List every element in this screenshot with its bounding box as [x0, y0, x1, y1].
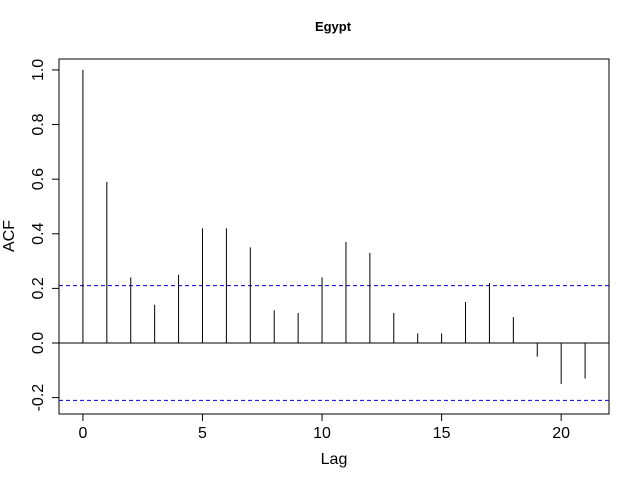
plot-frame	[58, 58, 610, 415]
x-tick-label: 10	[313, 425, 331, 442]
y-tick-label: 0.8	[30, 113, 47, 135]
y-tick-label: 1.0	[30, 59, 47, 81]
x-axis: 0 5 10 15 20	[78, 413, 570, 442]
y-axis: -0.2 0.0 0.2 0.4 0.6 0.8 1.0	[30, 59, 60, 412]
x-tick-label: 5	[198, 425, 207, 442]
y-tick-label: 0.0	[30, 332, 47, 354]
y-axis-label: ACF	[1, 220, 18, 252]
y-tick-label: -0.2	[30, 384, 47, 412]
y-tick-label: 0.6	[30, 168, 47, 190]
y-tick-label: 0.2	[30, 277, 47, 299]
x-tick-label: 0	[78, 425, 87, 442]
x-tick-label: 20	[552, 425, 570, 442]
y-tick-label: 0.4	[30, 223, 47, 245]
x-axis-label: Lag	[321, 451, 348, 468]
chart-title: Egypt	[315, 19, 352, 34]
acf-bars	[82, 69, 586, 384]
x-tick-label: 15	[433, 425, 451, 442]
